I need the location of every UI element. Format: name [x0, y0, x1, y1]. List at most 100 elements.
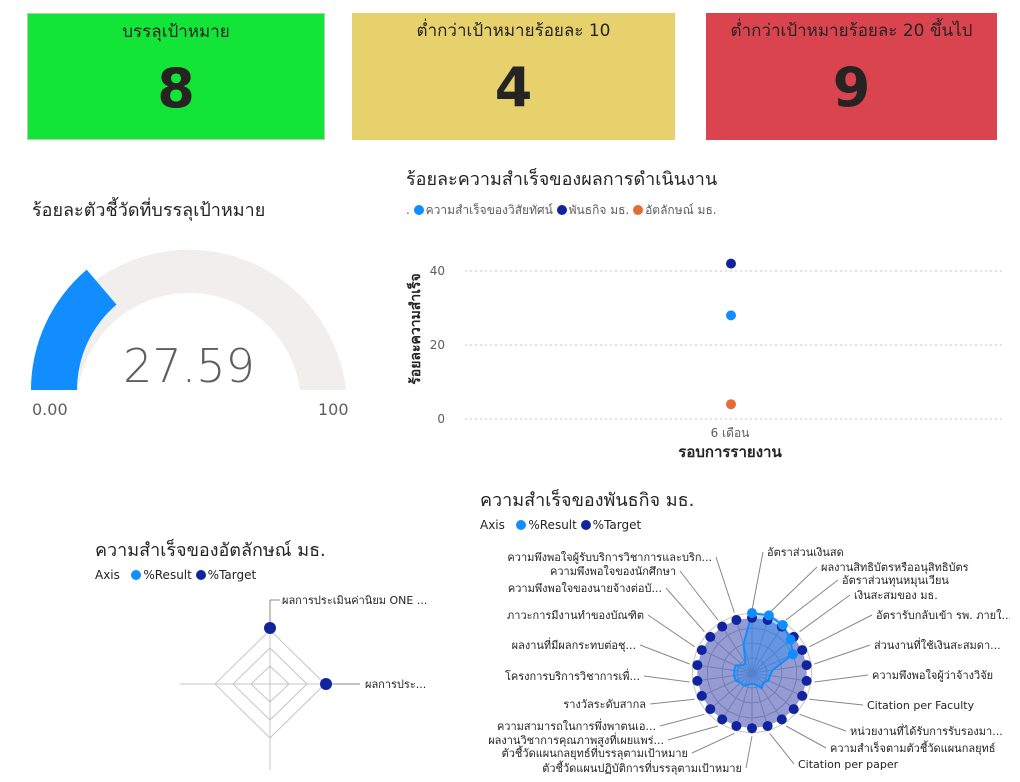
radar-spoke: [751, 672, 785, 724]
radar-points: [692, 608, 812, 734]
label-leader: [799, 594, 851, 633]
legend-dot: [580, 520, 591, 530]
legend-label: %Result: [528, 518, 577, 532]
kpi-value: 4: [494, 56, 533, 119]
legend-dot: [195, 570, 206, 580]
target-point[interactable]: [762, 721, 773, 731]
radar-axis-label: ความพึงพอใจของนายจ้างต่อบั...: [508, 582, 662, 595]
radar-axis-label: เงินสะสมของ มธ.: [854, 589, 938, 602]
performance-title: ร้อยละความสำเร็จของผลการดำเนินงาน: [406, 169, 718, 190]
legend-label: อัตลักษณ์ มธ.: [645, 203, 717, 217]
legend-item[interactable]: %Target: [580, 518, 641, 532]
y-tick-label: 20: [430, 338, 445, 352]
legend-dot: [413, 205, 424, 215]
gauge-track: [32, 249, 346, 390]
scatter-point[interactable]: [726, 310, 736, 321]
radar-spoke: [697, 672, 753, 699]
target-point[interactable]: [717, 621, 728, 632]
label-leader: [667, 725, 719, 741]
target-point[interactable]: [797, 645, 808, 656]
radar-axis-label: หน่วยงานที่ได้รับการรับรองมา...: [850, 723, 1003, 738]
radar-spoke: [719, 672, 753, 724]
legend-item[interactable]: ความสำเร็จของวิสัยทัศน์: [413, 203, 553, 217]
radar-axis-label: ผลการประเมินค่านิยม ONE ...: [282, 594, 427, 607]
radar-axis-label: ภาวะการมีงานทำของบัณฑิต: [507, 609, 644, 622]
kpi-card-achieved[interactable]: บรรลุเป้าหมาย 8: [27, 13, 325, 140]
radar-axis-label: ผลงานสิทธิบัตรหรืออนุสิทธิบัตร: [821, 561, 969, 574]
target-point: [320, 678, 332, 690]
legend-dot: [633, 205, 644, 215]
target-point[interactable]: [731, 721, 742, 731]
scatter-point[interactable]: [726, 258, 736, 269]
result-point[interactable]: [785, 634, 796, 645]
mission-radar-chart[interactable]: อัตราส่วนเงินสดผลงานสิทธิบัตรหรืออนุสิทธ…: [480, 535, 1010, 782]
target-point[interactable]: [747, 723, 757, 734]
legend-dot: [516, 520, 527, 530]
identity-radar-chart[interactable]: ผลการประเมินค่านิยม ONE ... ผลการประ...: [170, 590, 440, 775]
target-point[interactable]: [696, 690, 707, 701]
kpi-card-below-10[interactable]: ต่ำกว่าเป้าหมายร้อยละ 10 4: [352, 13, 675, 140]
radar-axis-label: ผลการประ...: [365, 678, 426, 691]
radar-right-labels: อัตราส่วนเงินสดผลงานสิทธิบัตรหรืออนุสิทธ…: [767, 546, 1010, 771]
legend-axis-label: Axis: [95, 568, 120, 582]
legend-item[interactable]: %Result: [516, 518, 577, 532]
radar-spoke: [751, 672, 812, 682]
target-point[interactable]: [717, 714, 728, 725]
target-point[interactable]: [797, 690, 808, 701]
legend-label: พันธกิจ มธ.: [568, 203, 630, 217]
label-leader: [799, 713, 847, 732]
label-leader: [643, 675, 690, 683]
data-points: [726, 258, 736, 410]
target-point[interactable]: [776, 714, 787, 725]
legend-item[interactable]: %Result: [131, 568, 192, 582]
gauge-chart[interactable]: 27.59: [20, 240, 360, 400]
radar-axis-label: ความสำเร็จตามตัวชี้วัดแผนกลยุทธ์: [830, 740, 996, 755]
performance-chart[interactable]: 0 20 40 ร้อยละความสำเร็จ 6 เดือน รอบการร…: [400, 245, 1010, 465]
radar-spoke: [697, 647, 753, 674]
label-leader: [814, 674, 869, 683]
result-point[interactable]: [787, 649, 798, 660]
gauge-value: 27.59: [123, 339, 255, 393]
target-point[interactable]: [705, 631, 716, 642]
result-point[interactable]: [763, 610, 774, 621]
radar-spoke: [751, 672, 807, 699]
target-point[interactable]: [692, 660, 703, 671]
legend-item[interactable]: อัตลักษณ์ มธ.: [633, 203, 717, 217]
legend-item[interactable]: %Target: [195, 568, 256, 582]
result-point[interactable]: [747, 608, 757, 618]
radar-axis-label: ตัวชี้วัดแผนกลยุทธ์ที่บรรลุตามเป้าหมาย: [502, 745, 688, 760]
radar-spoke: [751, 664, 812, 674]
label-leader: [679, 570, 719, 621]
target-point[interactable]: [788, 704, 799, 715]
radar-axis-label: โครงการบริการวิชาการเพื่...: [505, 668, 640, 683]
radar-spoke: [734, 672, 753, 731]
gauge-fill: [31, 269, 117, 390]
scatter-point[interactable]: [726, 399, 736, 410]
radar-axis-label: ความสามารถในการพึ่งพาตนเอ...: [497, 718, 656, 733]
target-point[interactable]: [801, 660, 812, 671]
target-point[interactable]: [731, 615, 742, 625]
x-axis-label: รอบการรายงาน: [678, 443, 782, 461]
label-leader: [785, 579, 839, 621]
target-point[interactable]: [696, 645, 707, 656]
target-point[interactable]: [692, 675, 703, 686]
legend-item[interactable]: พันธกิจ มธ.: [556, 203, 630, 217]
radar-axis-label: อัตรารับกลับเข้า รพ. ภายใ...: [876, 609, 1010, 622]
kpi-card-below-20[interactable]: ต่ำกว่าเป้าหมายร้อยละ 20 ขึ้นไป 9: [706, 13, 997, 140]
radar-spoke: [751, 647, 807, 674]
target-point[interactable]: [705, 704, 716, 715]
label-leader: [715, 556, 735, 613]
target-point[interactable]: [801, 675, 812, 686]
performance-legend: . ความสำเร็จของวิสัยทัศน์ พันธกิจ มธ. อั…: [406, 201, 717, 220]
radar-spoke: [751, 622, 785, 674]
radar-spoke: [706, 633, 753, 674]
radar-axis-label: อัตราส่วนเงินสด: [767, 546, 844, 559]
label-leader: [659, 713, 705, 727]
radar-axis-label: ผลงานที่มีผลกระทบต่อชุ...: [512, 637, 636, 652]
legend-label: ความสำเร็จของวิสัยทัศน์: [425, 203, 553, 217]
legend-dot: [131, 570, 142, 580]
result-point[interactable]: [777, 620, 788, 630]
gauge-min-label: 0.00: [32, 400, 68, 419]
kpi-value: 9: [832, 56, 871, 119]
radar-axis-label: รางวัลระดับสากล: [563, 698, 646, 711]
